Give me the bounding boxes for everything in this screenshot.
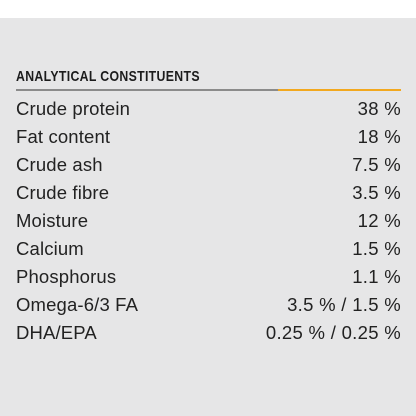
constituent-value: 3.5 % / 1.5 % [287, 294, 401, 315]
constituent-label: DHA/EPA [16, 322, 97, 343]
constituent-label: Moisture [16, 210, 89, 231]
constituent-label: Phosphorus [16, 266, 117, 287]
constituent-value: 12 % [357, 210, 401, 231]
constituent-value: 1.1 % [352, 266, 401, 287]
constituent-value: 18 % [357, 126, 401, 147]
top-strip [0, 0, 416, 18]
constituent-label: Crude ash [16, 154, 103, 175]
constituent-row: Crude fibre 3.5 % [16, 179, 401, 207]
constituent-value: 1.5 % [352, 238, 401, 259]
title-divider [16, 89, 401, 91]
constituent-row: Phosphorus 1.1 % [16, 263, 401, 291]
constituent-label: Fat content [16, 126, 111, 147]
constituent-value: 7.5 % [352, 154, 401, 175]
constituent-label: Calcium [16, 238, 84, 259]
constituent-row: Crude ash 7.5 % [16, 151, 401, 179]
analytical-constituents-panel: ANALYTICAL CONSTITUENTS Crude protein 38… [16, 68, 401, 347]
constituent-value: 0.25 % / 0.25 % [265, 322, 401, 343]
constituent-row: DHA/EPA 0.25 % / 0.25 % [16, 319, 401, 347]
constituent-row: Omega-6/3 FA 3.5 % / 1.5 % [16, 291, 401, 319]
constituent-label: Crude protein [16, 98, 131, 119]
constituent-row: Fat content 18 % [16, 123, 401, 151]
constituent-row: Crude protein 38 % [16, 95, 401, 123]
constituent-row: Calcium 1.5 % [16, 235, 401, 263]
constituent-row: Moisture 12 % [16, 207, 401, 235]
constituent-label: Crude fibre [16, 182, 110, 203]
constituent-label: Omega-6/3 FA [16, 294, 139, 315]
panel-title: ANALYTICAL CONSTITUENTS [16, 68, 200, 85]
constituent-value: 3.5 % [352, 182, 401, 203]
constituent-value: 38 % [357, 98, 401, 119]
constituents-list: Crude protein 38 % Fat content 18 % Crud… [16, 95, 401, 347]
